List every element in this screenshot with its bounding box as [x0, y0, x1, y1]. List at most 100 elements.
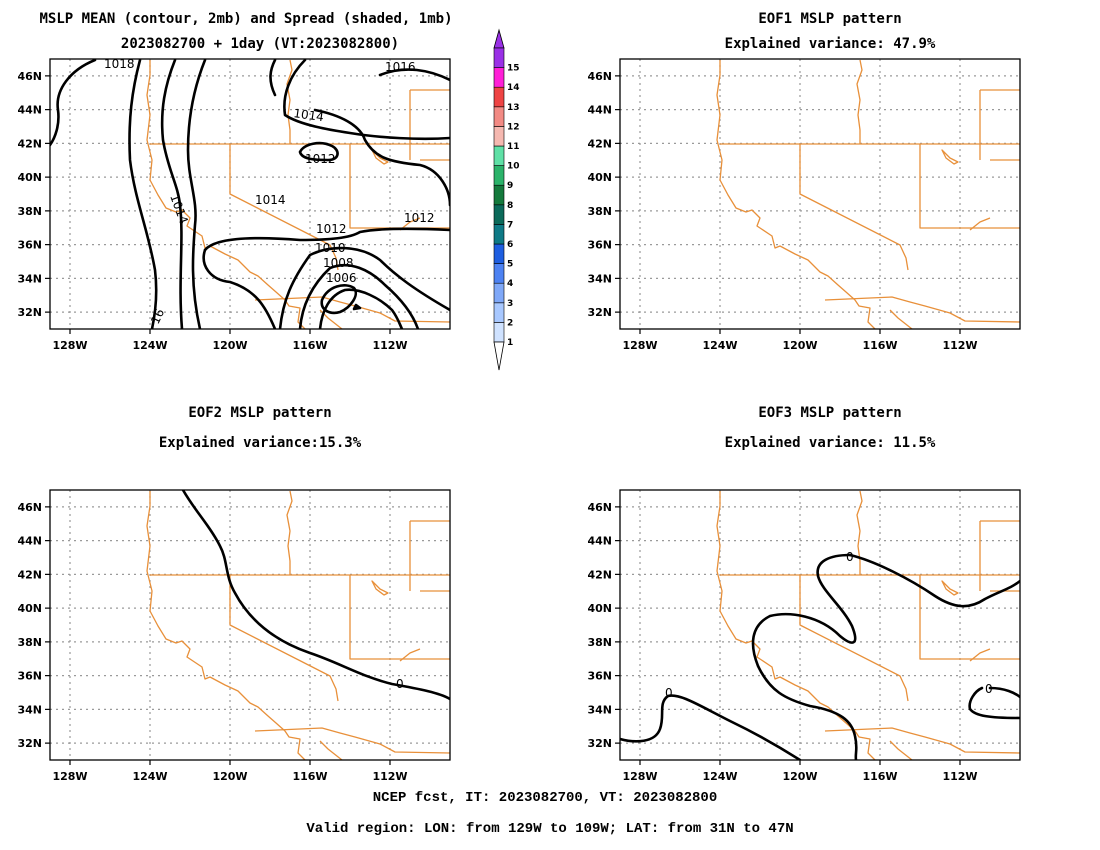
colorbar-level-label: 13 [507, 103, 520, 113]
lat-tick-label: 34N [587, 703, 612, 716]
west-coastline [146, 491, 306, 760]
contour-label-1018: 1018 [104, 57, 135, 71]
lon-tick-label: 112W [942, 770, 977, 783]
colorbar-swatch-1 [493, 322, 505, 343]
colorbar-level-label: 5 [507, 260, 513, 270]
contour-label-1008: 1008 [323, 256, 354, 270]
contour-label-1014-west: 1014 [167, 192, 191, 225]
colorbar-level-label: 10 [507, 162, 520, 172]
colorbar-swatch-4 [493, 263, 505, 284]
colorbar-swatch-3 [493, 282, 505, 304]
eof3-map-panel: 0 0 0 128W 124W 120W 116W 112W 32N 34N 36N 38N 40… [587, 489, 1021, 783]
baja-gulf-coast [889, 648, 991, 760]
eof3-contours [620, 553, 1020, 760]
colorbar-swatch-14 [493, 67, 505, 88]
baja-gulf-coast [889, 217, 991, 329]
west-coastline [716, 60, 876, 329]
utah-west-border [919, 575, 1020, 660]
eof2-panel-subtitle: Explained variance:15.3% [159, 435, 362, 451]
nevada-border [799, 575, 909, 702]
lon-tick-label: 128W [52, 339, 87, 352]
utah-west-border [349, 575, 450, 660]
colorbar-level-label: 3 [507, 299, 513, 309]
idaho-oregon-border [856, 59, 863, 144]
lon-tick-label: 116W [292, 339, 327, 352]
colorbar-swatch-8 [493, 184, 505, 206]
contour-label-zero-east: 0 [985, 682, 993, 696]
lat-tick-label: 40N [17, 171, 42, 184]
colorbar-level-label: 1 [507, 338, 513, 348]
mean-panel-subtitle: 2023082700 + 1day (VT:2023082800) [121, 36, 399, 52]
colorbar-level-label: 8 [507, 201, 513, 211]
lon-tick-label: 120W [212, 770, 247, 783]
eof1-map-frame [619, 58, 1021, 330]
eof3-map-borders [716, 490, 1020, 760]
contour-label-1010: 1010 [315, 241, 346, 255]
contour-label-16: 16 [148, 307, 167, 327]
mexico-border [824, 727, 1020, 754]
eof3-map-axis-ticks: 128W 124W 120W 116W 112W 32N 34N 36N 38N 40N 42N 44… [587, 501, 977, 783]
eof1-panel-title: EOF1 MSLP pattern [758, 11, 901, 27]
lake-shape [371, 580, 389, 596]
lat-tick-label: 42N [17, 137, 42, 150]
mexico-border [254, 296, 450, 323]
lat-tick-label: 38N [587, 205, 612, 218]
colorbar-swatch-7 [493, 204, 505, 225]
lon-tick-label: 128W [622, 770, 657, 783]
lon-tick-label: 124W [132, 339, 167, 352]
lat-tick-label: 46N [587, 501, 612, 514]
colorbar-level-label: 2 [507, 318, 513, 328]
lake-shape [941, 580, 959, 596]
colorbar-swatch-12 [493, 106, 505, 127]
colorbar-level-label: 6 [507, 240, 513, 250]
lat-tick-label: 32N [587, 737, 612, 750]
lat-tick-label: 46N [587, 70, 612, 83]
eof2-panel-title: EOF2 MSLP pattern [188, 405, 331, 421]
lat-tick-label: 44N [587, 535, 612, 548]
contour-label-1016: 1016 [385, 60, 416, 74]
utah-east-border [979, 520, 1020, 592]
footer-forecast-info: NCEP fcst, IT: 2023082700, VT: 202308280… [373, 790, 717, 806]
nevada-border [229, 144, 339, 271]
lat-tick-label: 42N [587, 568, 612, 581]
colorbar-level-label: 4 [507, 279, 513, 289]
lon-tick-label: 116W [862, 339, 897, 352]
colorbar-level-label: 11 [507, 142, 520, 152]
lat-tick-label: 46N [17, 70, 42, 83]
footer-valid-region: Valid region: LON: from 129W to 109W; LA… [306, 821, 793, 837]
eof3-map-frame [619, 489, 1021, 761]
colorbar-bottom-arrow [493, 341, 505, 371]
eof3-contour-labels: 0 0 0 [665, 550, 993, 700]
lat-tick-label: 36N [17, 670, 42, 683]
eof1-map-panel: 128W 124W 120W 116W 112W 32N 34N 36N 38N 40N 42N 44… [587, 58, 1021, 352]
lon-tick-label: 112W [372, 770, 407, 783]
lon-tick-label: 128W [622, 339, 657, 352]
utah-west-border [349, 144, 450, 229]
contour-label-1012-center: 1012 [316, 222, 347, 236]
lake-shape [371, 149, 389, 165]
lat-tick-label: 34N [17, 272, 42, 285]
lon-tick-label: 116W [292, 770, 327, 783]
lat-tick-label: 34N [17, 703, 42, 716]
colorbar-swatch-9 [493, 165, 505, 186]
eof1-panel-subtitle: Explained variance: 47.9% [725, 36, 936, 52]
lon-tick-label: 124W [702, 770, 737, 783]
idaho-oregon-border [286, 490, 293, 575]
eof2-contour-labels: 0 [396, 677, 404, 691]
lat-tick-label: 44N [587, 104, 612, 117]
contour-label-1012-north: 1012 [305, 152, 336, 166]
lat-tick-label: 42N [17, 568, 42, 581]
eof3-map-gridlines [620, 490, 1020, 760]
mexico-border [254, 727, 450, 754]
lon-tick-label: 128W [52, 770, 87, 783]
eof1-map-borders [716, 59, 1020, 329]
contour-label-1012-east: 1012 [404, 211, 435, 225]
lat-tick-label: 40N [587, 602, 612, 615]
nevada-border [229, 575, 339, 702]
colorbar-level-label: 14 [507, 83, 520, 93]
lat-tick-label: 36N [587, 670, 612, 683]
mean-map-axis-ticks: 128W 124W 120W 116W 112W 32N 34N 36N 38N 40N 42N 44… [17, 70, 407, 352]
contour-label-zero-sw: 0 [665, 686, 673, 700]
